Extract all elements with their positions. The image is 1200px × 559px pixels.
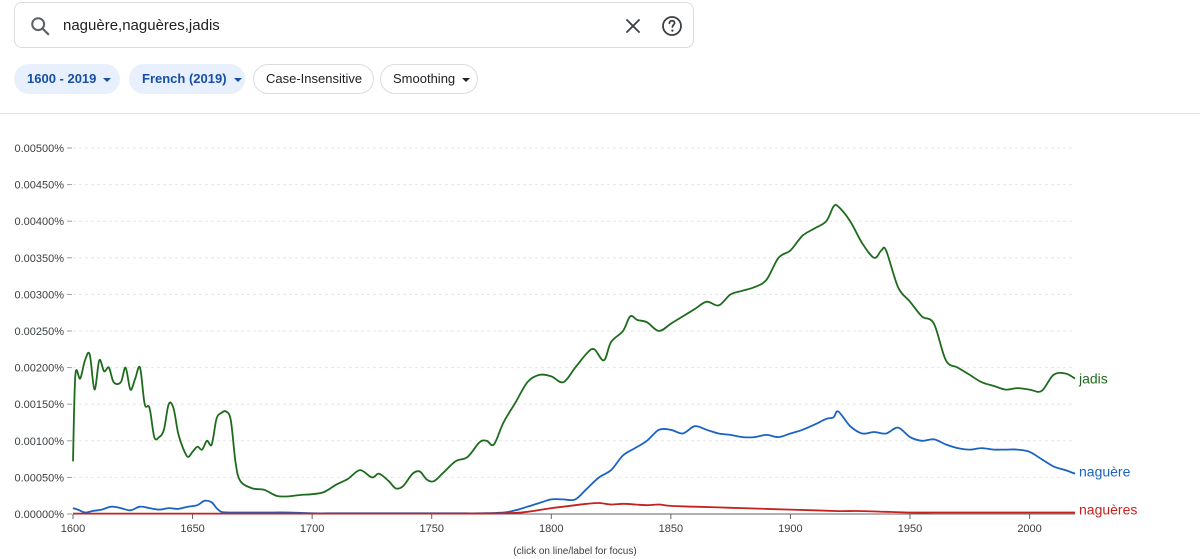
series-label-nagueres[interactable]: naguères — [1079, 502, 1137, 518]
corpus-label: French (2019) — [142, 71, 227, 86]
series-lines — [72, 203, 1076, 515]
y-tick-label: 0.00000% — [14, 509, 64, 521]
chevron-down-icon — [462, 77, 471, 82]
corpus-dropdown[interactable]: French (2019) — [129, 64, 245, 94]
y-tick-label: 0.00250% — [14, 326, 64, 338]
y-tick-label: 0.00400% — [14, 216, 64, 228]
x-tick-label: 1650 — [180, 523, 204, 535]
year-range-dropdown[interactable]: 1600 - 2019 — [14, 64, 120, 94]
series-line-jadis[interactable] — [72, 203, 1076, 498]
y-tick-label: 0.00300% — [14, 289, 64, 301]
smoothing-label: Smoothing — [393, 71, 456, 86]
grid — [73, 147, 1075, 478]
series-labels: jadis naguère naguères — [1078, 371, 1137, 518]
x-tick-label: 1850 — [659, 523, 683, 535]
y-axis-ticks: 0.00000% 0.00050% 0.00100% 0.00150% 0.00200%… — [14, 143, 72, 521]
x-tick-label: 1950 — [898, 523, 922, 535]
series-label-naguere[interactable]: naguère — [1079, 464, 1131, 480]
chevron-down-icon — [233, 77, 242, 82]
x-tick-label: 2000 — [1017, 523, 1041, 535]
x-tick-label: 1800 — [539, 523, 563, 535]
year-range-label: 1600 - 2019 — [27, 71, 97, 86]
chart-footnote: (click on line/label for focus) — [513, 546, 637, 557]
search-input[interactable] — [63, 11, 603, 39]
y-tick-label: 0.00350% — [14, 253, 64, 265]
x-tick-label: 1750 — [419, 523, 443, 535]
search-bar — [14, 2, 694, 48]
x-tick-label: 1900 — [778, 523, 802, 535]
y-tick-label: 0.00500% — [14, 143, 64, 155]
y-tick-label: 0.00450% — [14, 180, 64, 192]
y-tick-label: 0.00050% — [14, 472, 64, 484]
search-icon — [31, 17, 50, 36]
x-tick-label: 1700 — [300, 523, 324, 535]
header-divider — [0, 113, 1200, 114]
series-line-nagueres[interactable] — [72, 502, 1075, 515]
x-tick-label: 1600 — [61, 523, 85, 535]
y-tick-label: 0.00150% — [14, 399, 64, 411]
help-circle-icon[interactable] — [660, 14, 684, 38]
chevron-down-icon — [103, 77, 112, 82]
case-label: Case-Insensitive — [266, 71, 363, 86]
smoothing-dropdown[interactable]: Smoothing — [380, 64, 478, 94]
case-insensitive-toggle[interactable]: Case-Insensitive — [253, 64, 374, 94]
y-tick-label: 0.00200% — [14, 363, 64, 375]
close-icon[interactable] — [621, 14, 645, 38]
series-label-jadis[interactable]: jadis — [1078, 371, 1108, 387]
y-tick-label: 0.00100% — [14, 436, 64, 448]
x-axis: 1600 1650 1700 1750 1800 1850 1900 1950 2000 — [61, 513, 1075, 535]
series-line-naguere[interactable] — [72, 410, 1076, 515]
